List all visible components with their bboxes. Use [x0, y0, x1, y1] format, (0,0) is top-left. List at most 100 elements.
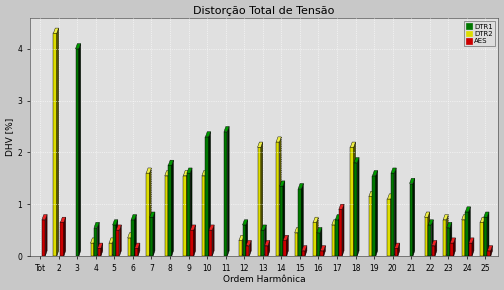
- Polygon shape: [357, 157, 359, 256]
- Polygon shape: [317, 228, 322, 233]
- Polygon shape: [138, 243, 140, 256]
- Legend: DTR1, DTR2, AES: DTR1, DTR2, AES: [464, 21, 495, 46]
- Polygon shape: [42, 220, 45, 256]
- Polygon shape: [443, 215, 449, 220]
- Polygon shape: [242, 235, 244, 256]
- Polygon shape: [447, 215, 449, 256]
- Polygon shape: [205, 171, 207, 256]
- Polygon shape: [388, 194, 393, 199]
- Polygon shape: [376, 171, 377, 256]
- Polygon shape: [465, 207, 470, 212]
- Polygon shape: [450, 222, 452, 256]
- Polygon shape: [391, 173, 394, 256]
- Polygon shape: [112, 225, 116, 256]
- Polygon shape: [131, 220, 135, 256]
- Polygon shape: [112, 220, 118, 225]
- Polygon shape: [116, 230, 119, 256]
- Polygon shape: [187, 173, 190, 256]
- Polygon shape: [109, 243, 112, 256]
- Polygon shape: [94, 238, 96, 256]
- Polygon shape: [350, 142, 355, 147]
- Polygon shape: [369, 196, 372, 256]
- Polygon shape: [165, 171, 170, 176]
- Polygon shape: [283, 240, 286, 256]
- Polygon shape: [484, 217, 485, 256]
- Polygon shape: [194, 225, 196, 256]
- Polygon shape: [246, 220, 248, 256]
- Polygon shape: [94, 228, 97, 256]
- Polygon shape: [131, 215, 137, 220]
- Polygon shape: [76, 44, 81, 49]
- Polygon shape: [209, 230, 212, 256]
- Polygon shape: [153, 212, 155, 256]
- Polygon shape: [172, 160, 173, 256]
- Polygon shape: [42, 215, 47, 220]
- Polygon shape: [391, 194, 393, 256]
- Polygon shape: [295, 228, 300, 233]
- Polygon shape: [206, 137, 209, 256]
- Polygon shape: [276, 142, 279, 256]
- Polygon shape: [119, 225, 121, 256]
- Polygon shape: [317, 217, 319, 256]
- Polygon shape: [168, 165, 172, 256]
- Polygon shape: [320, 228, 322, 256]
- Polygon shape: [265, 240, 270, 246]
- Polygon shape: [301, 184, 303, 256]
- Polygon shape: [276, 137, 281, 142]
- Polygon shape: [57, 28, 58, 256]
- Polygon shape: [168, 160, 173, 165]
- Polygon shape: [258, 147, 261, 256]
- X-axis label: Ordem Harmônica: Ordem Harmônica: [223, 276, 305, 284]
- Polygon shape: [317, 233, 320, 256]
- Polygon shape: [135, 215, 137, 256]
- Polygon shape: [239, 235, 244, 240]
- Polygon shape: [354, 163, 357, 256]
- Y-axis label: DHV [%]: DHV [%]: [6, 118, 15, 156]
- Polygon shape: [324, 246, 326, 256]
- Polygon shape: [428, 225, 431, 256]
- Polygon shape: [186, 171, 188, 256]
- Polygon shape: [246, 246, 249, 256]
- Polygon shape: [212, 225, 214, 256]
- Polygon shape: [261, 225, 266, 230]
- Polygon shape: [372, 176, 376, 256]
- Polygon shape: [280, 181, 285, 186]
- Polygon shape: [487, 251, 491, 256]
- Polygon shape: [487, 246, 492, 251]
- Polygon shape: [339, 209, 342, 256]
- Polygon shape: [313, 222, 317, 256]
- Polygon shape: [462, 220, 465, 256]
- Polygon shape: [283, 235, 288, 240]
- Polygon shape: [443, 220, 447, 256]
- Polygon shape: [298, 228, 300, 256]
- Polygon shape: [398, 243, 400, 256]
- Polygon shape: [265, 246, 268, 256]
- Polygon shape: [98, 243, 103, 248]
- Polygon shape: [313, 217, 319, 222]
- Polygon shape: [76, 49, 79, 256]
- Polygon shape: [424, 217, 428, 256]
- Polygon shape: [183, 176, 186, 256]
- Polygon shape: [79, 44, 81, 256]
- Polygon shape: [354, 157, 359, 163]
- Polygon shape: [150, 217, 153, 256]
- Polygon shape: [302, 246, 307, 251]
- Polygon shape: [339, 204, 344, 209]
- Polygon shape: [224, 126, 229, 132]
- Polygon shape: [342, 204, 344, 256]
- Polygon shape: [465, 215, 467, 256]
- Polygon shape: [135, 243, 140, 248]
- Polygon shape: [258, 142, 263, 147]
- Polygon shape: [91, 238, 96, 243]
- Polygon shape: [60, 222, 64, 256]
- Polygon shape: [150, 212, 155, 217]
- Polygon shape: [227, 126, 229, 256]
- Polygon shape: [64, 217, 66, 256]
- Polygon shape: [60, 217, 66, 222]
- Polygon shape: [97, 222, 99, 256]
- Polygon shape: [484, 217, 487, 256]
- Polygon shape: [465, 212, 469, 256]
- Polygon shape: [428, 220, 433, 225]
- Polygon shape: [450, 243, 454, 256]
- Polygon shape: [150, 168, 151, 256]
